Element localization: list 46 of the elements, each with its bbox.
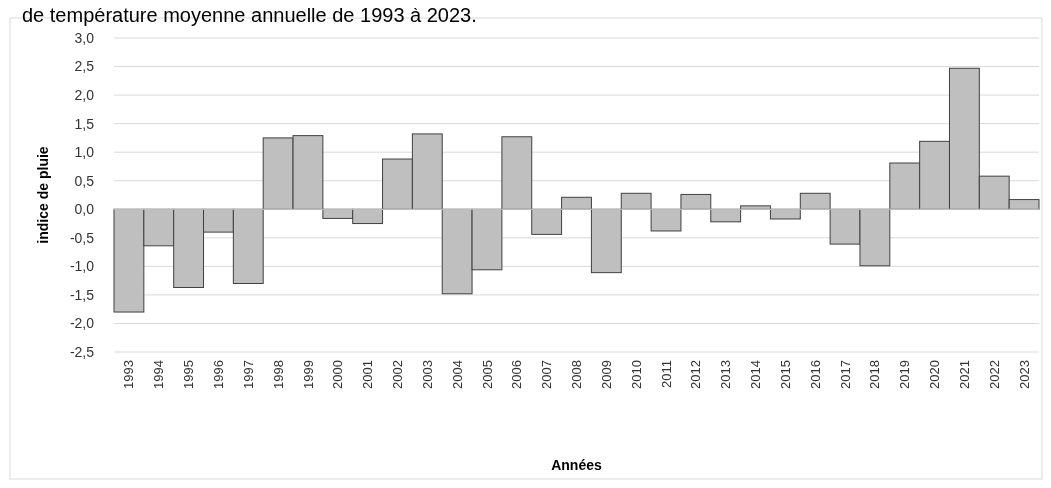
x-tick-label: 2003 — [419, 360, 435, 389]
y-tick-label: -1,0 — [69, 258, 95, 275]
y-tick-label: -0,5 — [69, 229, 95, 246]
x-tick-label: 2006 — [509, 360, 525, 389]
x-tick-label: 2001 — [360, 360, 376, 389]
x-tick-label: 2016 — [807, 360, 823, 389]
x-tick-label: 2015 — [777, 360, 793, 389]
x-tick-label: 2012 — [688, 360, 704, 389]
x-tick-label: 2013 — [718, 360, 734, 389]
x-tick-label: 2017 — [837, 360, 853, 389]
x-tick-label: 2005 — [479, 360, 495, 389]
y-axis-title: indice de pluie — [35, 146, 51, 244]
x-tick-label: 2000 — [330, 360, 346, 389]
y-tick-label: 3,0 — [74, 29, 95, 46]
x-tick-label: 2014 — [748, 360, 764, 389]
x-tick-label: 1995 — [181, 360, 197, 389]
y-tick-label: -2,5 — [69, 343, 95, 360]
y-tick-label: -1,5 — [69, 286, 95, 303]
x-tick-label: 2020 — [927, 360, 943, 389]
x-tick-label: 2004 — [449, 360, 465, 389]
x-tick-label: 1999 — [300, 360, 316, 389]
x-tick-label: 2011 — [658, 360, 674, 388]
x-tick-label: 2018 — [867, 360, 883, 389]
x-tick-label: 2007 — [539, 360, 555, 389]
x-tick-label: 2008 — [569, 360, 585, 389]
y-tick-label: 1,5 — [74, 115, 95, 132]
x-axis-title: Années — [551, 457, 602, 473]
x-tick-label: 2019 — [897, 360, 913, 389]
y-tick-label: 0,0 — [74, 201, 95, 218]
y-tick-label: -2,0 — [69, 315, 95, 332]
x-tick-label: 2009 — [598, 360, 614, 389]
x-tick-label: 2010 — [628, 360, 644, 389]
x-tick-label: 1998 — [270, 360, 286, 389]
x-tick-label: 1996 — [210, 360, 226, 389]
y-tick-label: 1,0 — [74, 144, 95, 161]
y-tick-label: 2,0 — [74, 86, 95, 103]
x-tick-label: 1993 — [121, 360, 137, 389]
y-tick-label: 0,5 — [74, 172, 95, 189]
y-tick-label: 2,5 — [74, 58, 95, 75]
x-tick-label: 2021 — [956, 360, 972, 389]
x-tick-label: 2022 — [986, 360, 1002, 389]
x-tick-label: 1997 — [240, 360, 256, 389]
x-tick-label: 2023 — [1016, 360, 1032, 389]
x-tick-label: 1994 — [151, 360, 167, 389]
x-tick-label: 2002 — [390, 360, 406, 389]
chart-title: de température moyenne annuelle de 1993 à 2023. — [22, 4, 477, 26]
